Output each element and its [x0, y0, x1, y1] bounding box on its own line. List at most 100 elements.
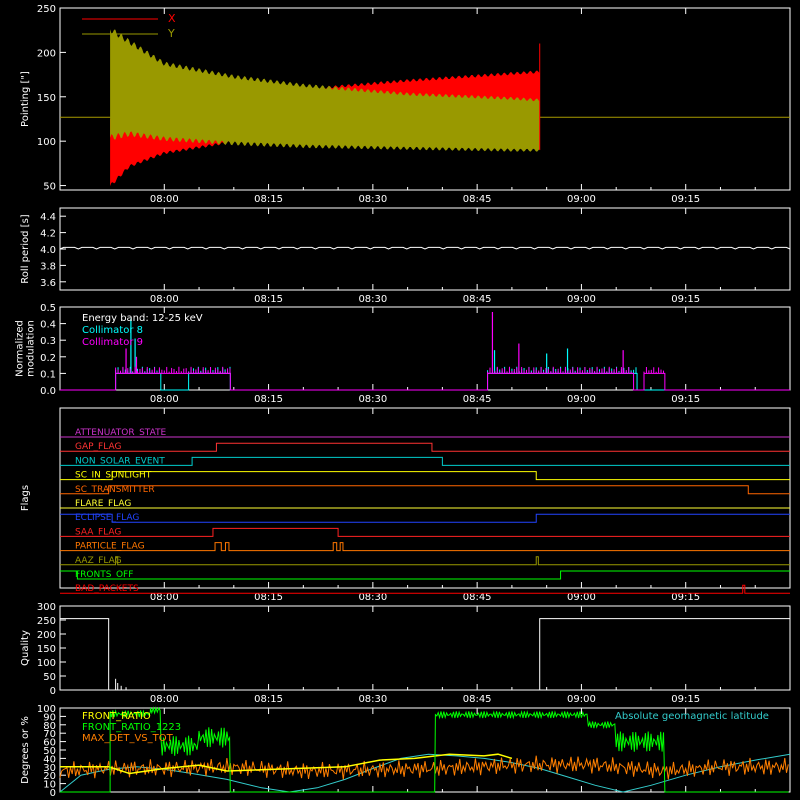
- time-tick-label: 09:00: [567, 294, 596, 305]
- y-tick-label: 100: [37, 658, 56, 669]
- y-axis-label: Normalized: [15, 320, 26, 377]
- series-collimator-9: [60, 311, 790, 391]
- flag-label: FLARE_FLAG: [75, 499, 131, 509]
- flag-row-attenuator-state: ATTENUATOR_STATE: [60, 428, 790, 438]
- front-ratio-1223-line: [60, 706, 789, 793]
- time-tick-label: 08:15: [254, 694, 283, 705]
- y-tick-label: 100: [37, 704, 56, 715]
- flag-trace: [60, 527, 790, 537]
- legend-max-det-vs-tot: MAX_DET_VS_TOT: [82, 733, 174, 744]
- legend: FRONT_RATIOFRONT_RATIO_1223MAX_DET_VS_TO…: [82, 711, 769, 744]
- time-tick-label: 09:15: [671, 394, 700, 405]
- time-tick-label: 09:15: [671, 294, 700, 305]
- time-tick-label: 09:00: [567, 394, 596, 405]
- legend-label-x: X: [168, 12, 176, 25]
- time-tick-label: 08:00: [150, 694, 179, 705]
- flag-label: SC_TRANSMITTER: [75, 485, 155, 495]
- flag-label: ECLIPSE_FLAG: [75, 513, 139, 523]
- time-tick-label: 08:00: [150, 592, 179, 603]
- y-tick-label: 0: [50, 788, 56, 799]
- time-tick-label: 08:30: [358, 294, 387, 305]
- flag-trace: [60, 442, 790, 452]
- y-axis-label: Quality: [20, 630, 31, 666]
- y-tick-label: 150: [37, 93, 56, 104]
- time-tick-label: 09:15: [671, 592, 700, 603]
- y-tick-label: 80: [43, 721, 56, 732]
- y-tick-label: 200: [37, 48, 56, 59]
- time-tick-label: 08:15: [254, 592, 283, 603]
- flag-label: FRONTS_OFF: [75, 570, 133, 580]
- y-axis-label: Degrees or %: [20, 716, 31, 784]
- legend-geomagnetic-latitude: Absolute geomagnetic latitude: [615, 711, 769, 722]
- y-tick-label: 0.2: [40, 353, 56, 364]
- y-axis-label: modulation: [26, 320, 37, 377]
- flag-row-fronts-off: FRONTS_OFF: [60, 570, 790, 580]
- flag-trace: [60, 513, 790, 523]
- panel-flags: 08:00 08:15 08:30 08:45 09:00 09:15 Flags ATTEN…: [20, 407, 791, 603]
- max-det-vs-tot-line: [59, 755, 789, 780]
- y-tick-label: 200: [37, 630, 56, 641]
- flag-row-flare-flag: FLARE_FLAG: [60, 499, 790, 509]
- y-tick-label: 30: [43, 763, 56, 774]
- y-tick-label: 0.3: [40, 336, 56, 347]
- time-tick-label: 08:00: [150, 194, 179, 205]
- panel-frame: [59, 7, 791, 191]
- legend: XY: [82, 12, 176, 40]
- time-tick-label: 09:00: [567, 694, 596, 705]
- flag-trace: [60, 570, 790, 580]
- flag-row-sc-in-sunlight: SC_IN_SUNLIGHT: [60, 471, 790, 481]
- flag-label: GAP_FLAG: [75, 442, 121, 452]
- legend-collimator-9: Collimator 9: [82, 337, 143, 348]
- panel-roll-period: 08:00 08:15 08:30 08:45 09:00 09:15 Roll perio…: [20, 207, 791, 305]
- time-tick-label: 08:15: [254, 294, 283, 305]
- y-tick-label: 20: [43, 771, 56, 782]
- time-tick-label: 08:00: [150, 294, 179, 305]
- time-tick-label: 08:45: [463, 694, 492, 705]
- time-tick-label: 08:45: [463, 394, 492, 405]
- time-tick-label: 08:00: [150, 394, 179, 405]
- y-tick-label: 0.1: [40, 369, 56, 380]
- time-tick-label: 09:00: [567, 194, 596, 205]
- time-tick-label: 09:15: [671, 194, 700, 205]
- time-tick-label: 08:30: [358, 394, 387, 405]
- flag-row-gap-flag: GAP_FLAG: [60, 442, 790, 452]
- energy-band-annotation: Energy band: 12-25 keV: [82, 313, 203, 324]
- y-tick-label: 3.8: [40, 261, 56, 272]
- legend-front-ratio: FRONT_RATIO: [82, 711, 151, 722]
- series-y: [110, 29, 540, 152]
- y-tick-label: 40: [43, 754, 56, 765]
- flag-trace: [60, 485, 790, 495]
- time-tick-label: 08:45: [463, 194, 492, 205]
- panel-quality: 08:00 08:15 08:30 08:45 09:00 09:15 Quality 0 50…: [20, 602, 791, 705]
- y-tick-label: 10: [43, 780, 56, 791]
- flag-row-particle-flag: PARTICLE_FLAG: [60, 542, 790, 552]
- flag-trace: [60, 471, 790, 481]
- time-tick-label: 08:30: [358, 694, 387, 705]
- panels: 08:00 08:15 08:30 08:45 09:00 09:15 Pointing […: [15, 4, 791, 799]
- roll-period-line: [59, 246, 791, 250]
- flag-trace: [60, 456, 790, 466]
- time-tick-label: 08:30: [358, 194, 387, 205]
- flag-label: NON_SOLAR_EVENT: [75, 456, 165, 466]
- y-tick-label: 4.4: [40, 212, 56, 223]
- time-tick-label: 08:15: [254, 394, 283, 405]
- front-ratio-line: [60, 753, 513, 775]
- flag-trace: [60, 584, 790, 594]
- y-tick-label: 50: [43, 182, 56, 193]
- flag-row-bad-packets: BAD_PACKETS: [60, 584, 790, 594]
- series-area-y: [110, 29, 540, 152]
- time-tick-label: 08:45: [463, 294, 492, 305]
- y-axis-label: Roll period [s]: [20, 214, 31, 283]
- panel-pointing: 08:00 08:15 08:30 08:45 09:00 09:15 Pointing […: [20, 4, 791, 205]
- flag-label: ATTENUATOR_STATE: [75, 428, 167, 438]
- y-tick-label: 250: [37, 616, 56, 627]
- legend-front-ratio-1223: FRONT_RATIO_1223: [82, 722, 181, 733]
- panel-modulation: 08:00 08:15 08:30 08:45 09:00 09:15 Normalized…: [15, 303, 791, 405]
- y-tick-label: 150: [37, 644, 56, 655]
- flag-row-sc-transmitter: SC_TRANSMITTER: [60, 485, 790, 495]
- flag-label: SC_IN_SUNLIGHT: [75, 471, 152, 481]
- y-tick-label: 60: [43, 738, 56, 749]
- y-tick-label: 300: [37, 602, 56, 613]
- y-tick-label: 0.0: [40, 386, 56, 397]
